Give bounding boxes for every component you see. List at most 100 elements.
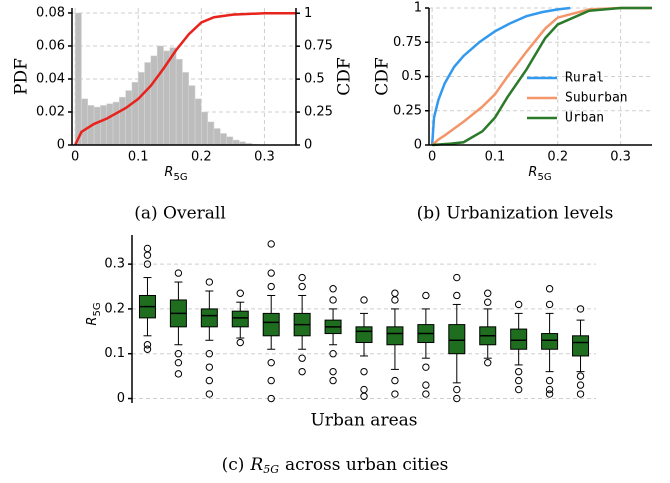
box — [386, 326, 404, 346]
outlier — [576, 381, 585, 389]
outlier — [422, 363, 430, 371]
outlier — [576, 305, 585, 313]
x-label: Urban areas — [310, 411, 417, 431]
caption: (b) Urbanization levels — [417, 204, 614, 224]
outlier — [360, 392, 368, 400]
y-tick-label: 0.75 — [393, 35, 422, 50]
y-tick-label: 0.3 — [104, 257, 125, 272]
x-label: R5G — [164, 165, 187, 184]
outlier — [236, 289, 244, 297]
series-line — [432, 6, 652, 147]
x-tick-label: 0.1 — [485, 150, 506, 165]
outlier — [143, 345, 152, 353]
outlier — [205, 278, 214, 286]
outlier — [267, 240, 275, 248]
x-tick-label: 0.2 — [547, 150, 568, 165]
bar — [144, 62, 152, 146]
caption-symbol: R — [249, 455, 263, 475]
outlier — [298, 367, 306, 376]
outlier — [329, 296, 337, 304]
y-tick-label: 0 — [57, 138, 65, 153]
y2-tick-label: 0 — [304, 138, 312, 153]
y-label-main: R — [85, 317, 100, 326]
x-tick-label: 0.3 — [254, 150, 275, 165]
y-tick-label: 0 — [414, 138, 422, 153]
outlier — [329, 285, 337, 293]
outlier — [143, 251, 152, 259]
y2-tick-label: 0.25 — [304, 105, 333, 120]
bar — [226, 136, 234, 146]
outlier — [484, 358, 492, 367]
bar — [119, 96, 126, 146]
outlier — [576, 390, 585, 398]
y-tick-label: 0.08 — [36, 5, 65, 20]
box — [541, 333, 559, 350]
outlier — [545, 285, 554, 293]
outlier — [484, 298, 492, 306]
y-tick-label: 1 — [414, 1, 422, 16]
y-tick-label: 0.5 — [401, 69, 422, 84]
outlier — [267, 376, 275, 385]
outlier — [422, 381, 430, 389]
outlier — [514, 376, 523, 385]
legend-label: Suburban — [565, 91, 628, 106]
bar — [220, 133, 227, 146]
y-tick-label: 0.06 — [36, 38, 65, 53]
y-label: PDF — [12, 58, 32, 95]
y2-tick-label: 0.75 — [304, 39, 333, 54]
outlier — [205, 363, 214, 371]
outlier — [360, 385, 368, 394]
x-label-main: R — [528, 165, 537, 180]
outlier — [329, 376, 337, 385]
y-tick-label: 0.1 — [104, 346, 125, 361]
legend-label: Rural — [565, 71, 604, 86]
outlier — [205, 350, 214, 358]
x-label: R5G — [528, 165, 551, 184]
legend-label: Urban — [565, 111, 604, 126]
y-tick-label: 0.25 — [393, 103, 422, 118]
box — [262, 312, 280, 337]
bar — [150, 55, 158, 146]
y-tick-label: 0.04 — [36, 71, 65, 86]
outlier — [453, 385, 461, 394]
bar — [188, 85, 196, 146]
x-tick-label: 0 — [428, 150, 436, 165]
bar — [112, 101, 120, 146]
bar — [81, 98, 89, 146]
bar — [201, 111, 208, 146]
x-label-sub: 5G — [537, 172, 551, 183]
outlier — [205, 376, 214, 385]
outlier — [174, 350, 183, 358]
outlier — [205, 390, 214, 398]
box — [355, 326, 373, 344]
bar — [175, 58, 183, 146]
caption-suffix: across urban cities — [285, 455, 448, 475]
bar — [125, 90, 133, 146]
x-tick-label: 0.2 — [191, 150, 212, 165]
outlier — [391, 296, 399, 304]
outlier — [545, 385, 554, 394]
bar — [138, 72, 145, 146]
outlier — [329, 367, 337, 376]
outlier — [360, 296, 368, 304]
y2-label: CDF — [335, 57, 355, 96]
x-tick-label: 0.3 — [610, 150, 631, 165]
box — [510, 328, 528, 350]
bar — [169, 47, 177, 146]
y-tick-label: 0.02 — [36, 104, 65, 119]
caption: (a) Overall — [134, 204, 226, 224]
outlier — [298, 273, 306, 282]
outlier — [453, 273, 461, 282]
y-label: CDF — [373, 57, 393, 96]
outlier — [422, 390, 430, 398]
box — [448, 324, 466, 355]
outlier — [143, 244, 152, 253]
outlier — [267, 358, 275, 367]
outlier — [545, 300, 554, 309]
outlier — [545, 390, 554, 398]
bar — [207, 121, 215, 146]
outlier — [267, 394, 275, 403]
bar — [194, 98, 202, 146]
bar — [74, 12, 82, 146]
